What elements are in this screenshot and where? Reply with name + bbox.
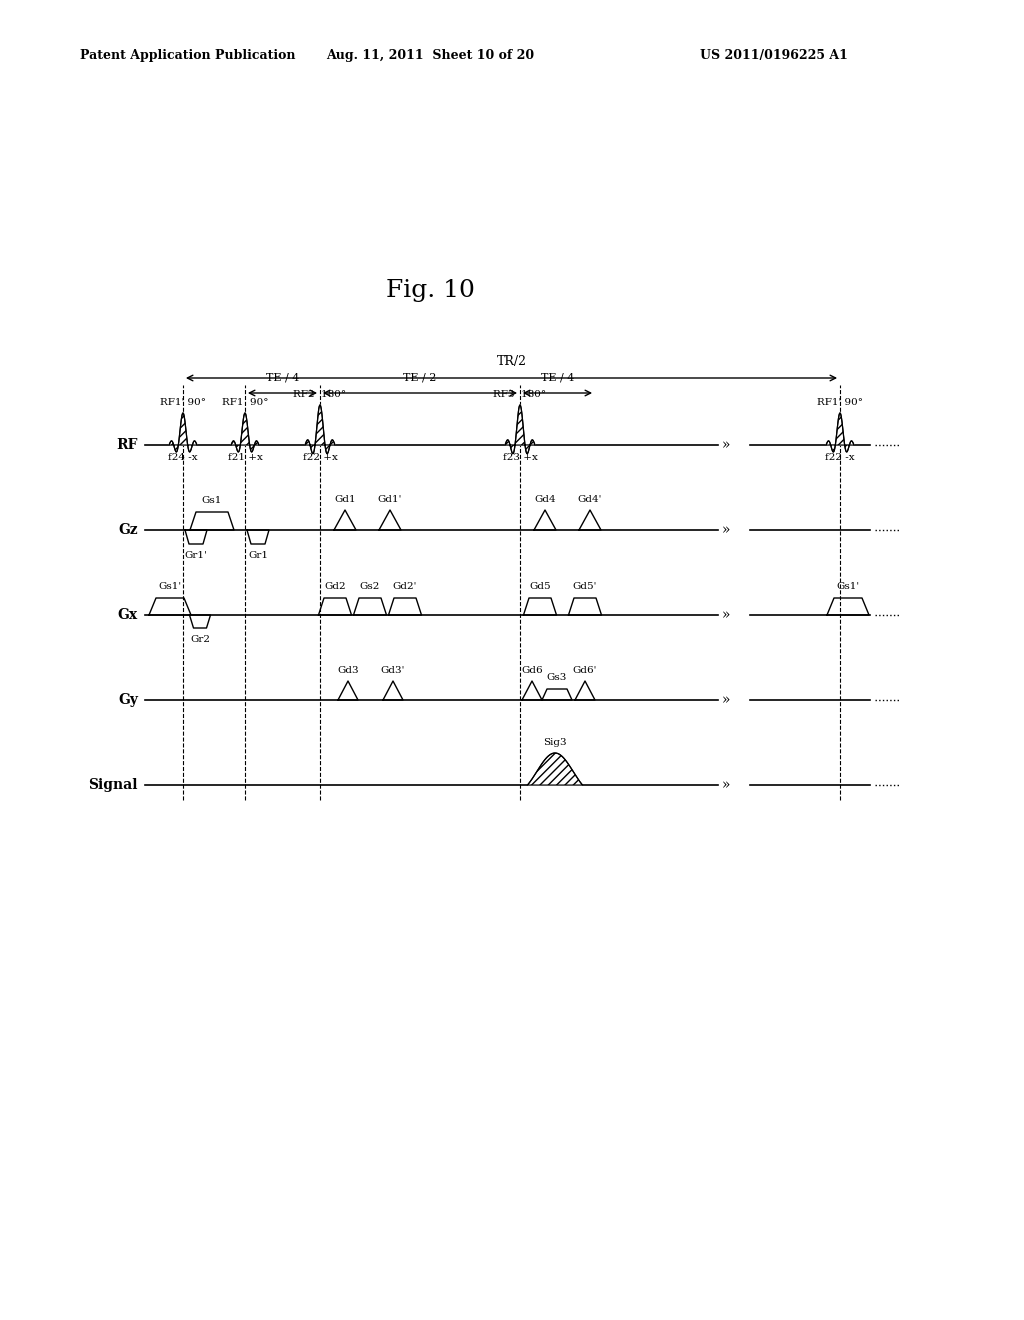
Text: »: » xyxy=(722,523,730,537)
Text: Gd1: Gd1 xyxy=(334,495,355,504)
Text: Gd2': Gd2' xyxy=(393,582,417,591)
Text: Gd4: Gd4 xyxy=(535,495,556,504)
Text: Gs1': Gs1' xyxy=(837,582,859,591)
Text: TE / 2: TE / 2 xyxy=(403,374,436,383)
Text: Gd2: Gd2 xyxy=(325,582,346,591)
Polygon shape xyxy=(169,413,197,451)
Text: TR/2: TR/2 xyxy=(497,355,526,368)
Text: Gr2: Gr2 xyxy=(190,635,210,644)
Text: Gr1': Gr1' xyxy=(184,550,208,560)
Polygon shape xyxy=(527,752,583,785)
Text: Gx: Gx xyxy=(118,609,138,622)
Text: »: » xyxy=(722,609,730,622)
Text: Gs2: Gs2 xyxy=(359,582,380,591)
Text: Gy: Gy xyxy=(118,693,138,708)
Text: RF1' 90°: RF1' 90° xyxy=(817,399,863,407)
Text: Gs3: Gs3 xyxy=(547,673,567,682)
Text: Gz: Gz xyxy=(119,523,138,537)
Text: »: » xyxy=(722,693,730,708)
Text: f22 -x: f22 -x xyxy=(825,453,855,462)
Text: Gd1': Gd1' xyxy=(378,495,402,504)
Text: Gs1: Gs1 xyxy=(202,496,222,506)
Text: Gr1: Gr1 xyxy=(248,550,268,560)
Text: Patent Application Publication: Patent Application Publication xyxy=(80,49,296,62)
Text: Signal: Signal xyxy=(88,777,138,792)
Text: f23 +x: f23 +x xyxy=(503,453,538,462)
Text: Sig3: Sig3 xyxy=(543,738,567,747)
Text: Gd6: Gd6 xyxy=(521,667,543,675)
Text: »: » xyxy=(722,438,730,451)
Text: f22 +x: f22 +x xyxy=(302,453,338,462)
Text: TE / 4: TE / 4 xyxy=(541,374,574,383)
Text: Gd4': Gd4' xyxy=(578,495,602,504)
Text: TE / 4: TE / 4 xyxy=(266,374,299,383)
Text: Aug. 11, 2011  Sheet 10 of 20: Aug. 11, 2011 Sheet 10 of 20 xyxy=(326,49,535,62)
Text: Gs1': Gs1' xyxy=(159,582,181,591)
Text: f21 +x: f21 +x xyxy=(227,453,262,462)
Text: Fig. 10: Fig. 10 xyxy=(386,279,474,301)
Text: RF3  180°: RF3 180° xyxy=(494,389,547,399)
Polygon shape xyxy=(505,405,535,454)
Text: US 2011/0196225 A1: US 2011/0196225 A1 xyxy=(700,49,848,62)
Text: Gd5': Gd5' xyxy=(572,582,597,591)
Polygon shape xyxy=(305,405,335,454)
Text: RF1  90°: RF1 90° xyxy=(222,399,268,407)
Text: Gd6': Gd6' xyxy=(572,667,597,675)
Text: »: » xyxy=(722,777,730,792)
Text: Gd3': Gd3' xyxy=(381,667,406,675)
Polygon shape xyxy=(231,413,259,451)
Text: RF1' 90°: RF1' 90° xyxy=(160,399,206,407)
Text: RF2  180°: RF2 180° xyxy=(294,389,346,399)
Text: RF: RF xyxy=(117,438,138,451)
Polygon shape xyxy=(826,413,854,451)
Text: Gd5: Gd5 xyxy=(529,582,551,591)
Text: Gd3: Gd3 xyxy=(337,667,358,675)
Text: f24 -x: f24 -x xyxy=(168,453,198,462)
